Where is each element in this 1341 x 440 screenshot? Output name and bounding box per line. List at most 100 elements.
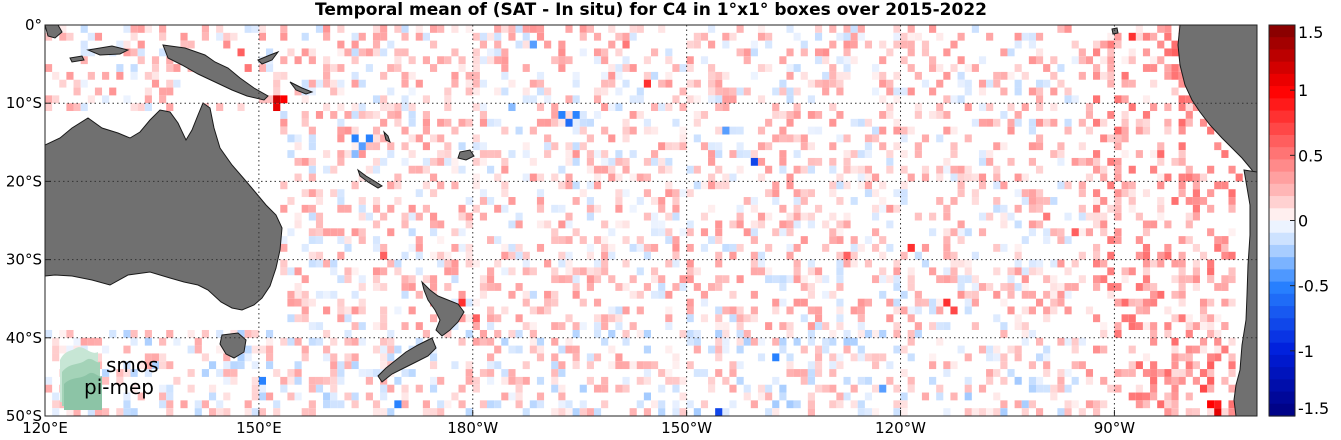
data-cell — [943, 298, 951, 307]
grid-cell — [244, 408, 252, 416]
grid-cell — [772, 337, 780, 346]
grid-cell — [686, 165, 694, 174]
grid-cell — [658, 400, 666, 409]
grid-cell — [722, 181, 730, 190]
grid-cell — [80, 337, 88, 346]
grid-cell — [736, 314, 744, 323]
grid-cell — [323, 400, 331, 409]
land-new-guinea — [162, 44, 269, 101]
colorbar-segment — [1269, 330, 1295, 344]
grid-cell — [437, 150, 445, 158]
grid-cell — [422, 126, 430, 135]
grid-cell — [586, 275, 594, 284]
grid-cell — [1150, 220, 1158, 229]
grid-cell — [793, 150, 801, 158]
grid-cell — [1157, 56, 1165, 65]
grid-cell — [280, 32, 288, 41]
grid-cell — [1164, 48, 1172, 57]
grid-cell — [957, 220, 965, 229]
grid-cell — [1093, 259, 1101, 268]
grid-cell — [814, 126, 823, 135]
grid-cell — [479, 150, 488, 158]
grid-cell — [372, 157, 381, 166]
grid-cell — [1114, 329, 1122, 338]
grid-cell — [1207, 275, 1215, 284]
grid-cell — [358, 48, 366, 57]
grid-cell — [501, 48, 509, 57]
grid-cell — [1135, 392, 1143, 401]
grid-cell — [636, 306, 644, 315]
grid-cell — [1035, 376, 1044, 385]
grid-cell — [230, 361, 238, 370]
grid-cell — [750, 71, 758, 80]
grid-cell — [1028, 197, 1036, 205]
grid-cell — [986, 118, 994, 127]
grid-cell — [800, 142, 808, 151]
grid-cell — [52, 392, 60, 401]
colorbar-segment — [1269, 342, 1295, 356]
grid-cell — [1142, 95, 1151, 104]
grid-cell — [380, 337, 388, 346]
data-cell — [472, 314, 480, 323]
grid-cell — [1207, 165, 1215, 174]
grid-cell — [793, 111, 801, 119]
grid-cell — [344, 267, 352, 276]
grid-cell — [1021, 236, 1029, 244]
grid-cell — [401, 79, 409, 88]
grid-cell — [615, 384, 623, 393]
grid-cell — [850, 40, 858, 49]
grid-cell — [914, 290, 922, 299]
grid-cell — [394, 197, 402, 205]
grid-cell — [936, 392, 944, 401]
grid-cell — [750, 267, 758, 276]
grid-cell — [686, 275, 694, 284]
grid-cell — [814, 111, 823, 119]
grid-cell — [779, 283, 787, 291]
grid-cell — [544, 87, 552, 96]
grid-cell — [394, 56, 402, 65]
grid-cell — [822, 322, 830, 330]
grid-cell — [187, 329, 195, 338]
grid-cell — [401, 400, 409, 409]
grid-cell — [807, 111, 815, 119]
grid-cell — [429, 220, 438, 229]
grid-cell — [1178, 369, 1186, 377]
grid-cell — [864, 118, 873, 127]
grid-cell — [864, 259, 873, 268]
grid-cell — [565, 251, 573, 260]
grid-cell — [472, 204, 480, 213]
grid-cell — [487, 236, 495, 244]
grid-cell — [993, 369, 1001, 377]
grid-cell — [986, 32, 994, 41]
grid-cell — [665, 376, 673, 385]
grid-cell — [829, 64, 837, 72]
grid-cell — [593, 236, 602, 244]
grid-cell — [708, 181, 716, 190]
grid-cell — [593, 87, 602, 96]
grid-cell — [786, 87, 794, 96]
grid-cell — [1078, 275, 1086, 284]
grid-cell — [800, 40, 808, 49]
grid-cell — [658, 220, 666, 229]
grid-cell — [986, 408, 994, 416]
grid-cell — [1171, 337, 1179, 346]
grid-cell — [822, 79, 830, 88]
grid-cell — [337, 236, 345, 244]
grid-cell — [700, 243, 709, 252]
grid-cell — [608, 306, 616, 315]
grid-cell — [651, 275, 659, 284]
grid-cell — [387, 204, 395, 213]
grid-cell — [836, 173, 844, 182]
grid-cell — [957, 345, 965, 354]
grid-cell — [900, 251, 908, 260]
grid-cell — [308, 165, 316, 174]
grid-cell — [1093, 314, 1101, 323]
grid-cell — [779, 111, 787, 119]
grid-cell — [301, 290, 309, 299]
grid-cell — [971, 118, 979, 127]
grid-cell — [465, 118, 473, 127]
grid-cell — [1021, 275, 1029, 284]
grid-cell — [651, 243, 659, 252]
grid-cell — [173, 79, 181, 88]
grid-cell — [1107, 290, 1115, 299]
